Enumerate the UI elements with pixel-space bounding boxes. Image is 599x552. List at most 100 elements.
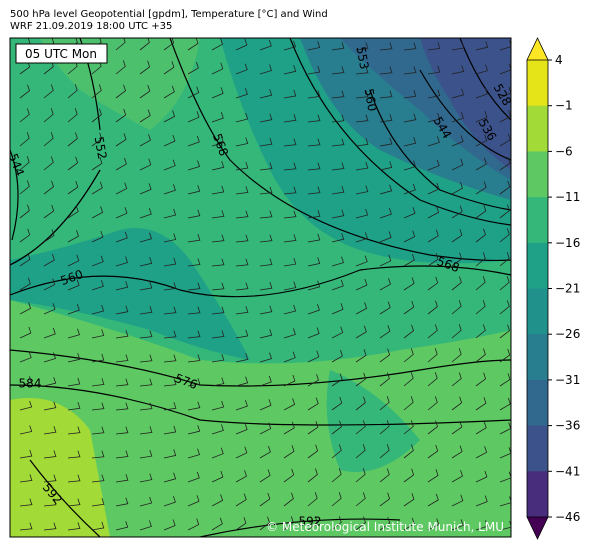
barb xyxy=(259,234,273,243)
barb xyxy=(91,426,105,435)
barb xyxy=(91,329,105,339)
barb xyxy=(259,64,273,75)
colorbar-tick-label: −16 xyxy=(555,236,580,250)
barb xyxy=(211,282,225,291)
barb xyxy=(451,252,463,267)
barb xyxy=(211,353,225,363)
colorbar-extend xyxy=(526,516,549,540)
barb xyxy=(259,162,273,171)
barb xyxy=(163,257,177,267)
barb xyxy=(403,372,414,387)
barb xyxy=(355,66,369,75)
barb xyxy=(211,87,224,99)
barb xyxy=(43,522,57,531)
barb xyxy=(19,180,30,195)
barb xyxy=(115,402,129,411)
colorbar-tick-label: −11 xyxy=(555,190,580,204)
barb xyxy=(379,184,393,195)
barb xyxy=(115,207,128,219)
barb xyxy=(379,207,392,219)
barb xyxy=(475,397,487,411)
barb xyxy=(379,396,390,411)
barb xyxy=(19,302,32,315)
barb xyxy=(163,495,176,507)
barb xyxy=(307,421,319,435)
barb xyxy=(139,207,152,219)
barb xyxy=(379,468,390,483)
barb xyxy=(91,255,104,267)
barb xyxy=(355,349,367,363)
barb xyxy=(331,209,345,219)
barb xyxy=(67,353,81,363)
barb xyxy=(19,351,32,363)
barb xyxy=(19,326,32,339)
barb xyxy=(19,108,30,123)
colorbar-segment xyxy=(527,288,548,335)
barb xyxy=(211,234,225,243)
barb xyxy=(19,132,30,147)
barb xyxy=(91,353,105,363)
barb xyxy=(187,111,200,123)
barb xyxy=(115,157,127,171)
barb xyxy=(451,519,464,531)
barb xyxy=(259,492,271,507)
barb xyxy=(307,468,318,483)
barb xyxy=(115,84,126,99)
barb xyxy=(259,210,273,219)
barb xyxy=(187,401,201,411)
barb xyxy=(67,180,79,195)
barb xyxy=(259,399,272,411)
barb xyxy=(91,474,105,483)
barb xyxy=(331,444,342,459)
barb xyxy=(187,135,200,147)
barb xyxy=(235,38,248,51)
barb xyxy=(259,445,271,459)
barb xyxy=(403,517,415,531)
colorbar-tick-label: 4 xyxy=(555,53,563,67)
colorbar-segment xyxy=(527,197,548,244)
barb xyxy=(307,303,320,315)
barb xyxy=(235,446,248,459)
colorbar-segment xyxy=(527,334,548,381)
barb xyxy=(211,306,225,315)
barb xyxy=(115,60,126,75)
barb xyxy=(307,492,318,507)
barb xyxy=(43,303,56,315)
barb xyxy=(427,396,438,411)
barb xyxy=(283,421,295,435)
colorbar-segment xyxy=(527,471,548,518)
barb xyxy=(451,135,464,147)
barb xyxy=(259,258,273,267)
barb xyxy=(115,182,128,195)
colorbar-segment xyxy=(527,242,548,289)
barb xyxy=(283,40,297,51)
barb xyxy=(43,426,57,435)
barb xyxy=(379,137,393,147)
barb xyxy=(19,522,33,531)
barb xyxy=(43,229,55,243)
barb xyxy=(379,372,390,387)
barb xyxy=(115,108,127,123)
barb xyxy=(475,87,488,99)
barb xyxy=(91,280,104,291)
barb xyxy=(211,470,224,483)
barb xyxy=(499,228,510,243)
barb xyxy=(235,210,249,219)
time-box xyxy=(15,43,108,64)
barb xyxy=(499,276,510,291)
barb xyxy=(259,305,273,315)
barb xyxy=(91,108,102,123)
barb xyxy=(187,471,200,483)
barb xyxy=(163,61,175,75)
barb xyxy=(43,327,56,339)
barb xyxy=(283,234,297,243)
barb xyxy=(403,348,414,363)
barb xyxy=(259,329,273,339)
barb xyxy=(187,354,201,363)
barb xyxy=(307,374,319,387)
barb xyxy=(427,372,438,387)
barb xyxy=(403,396,414,411)
barb xyxy=(307,257,321,267)
barb xyxy=(379,325,391,339)
barb xyxy=(235,376,249,387)
